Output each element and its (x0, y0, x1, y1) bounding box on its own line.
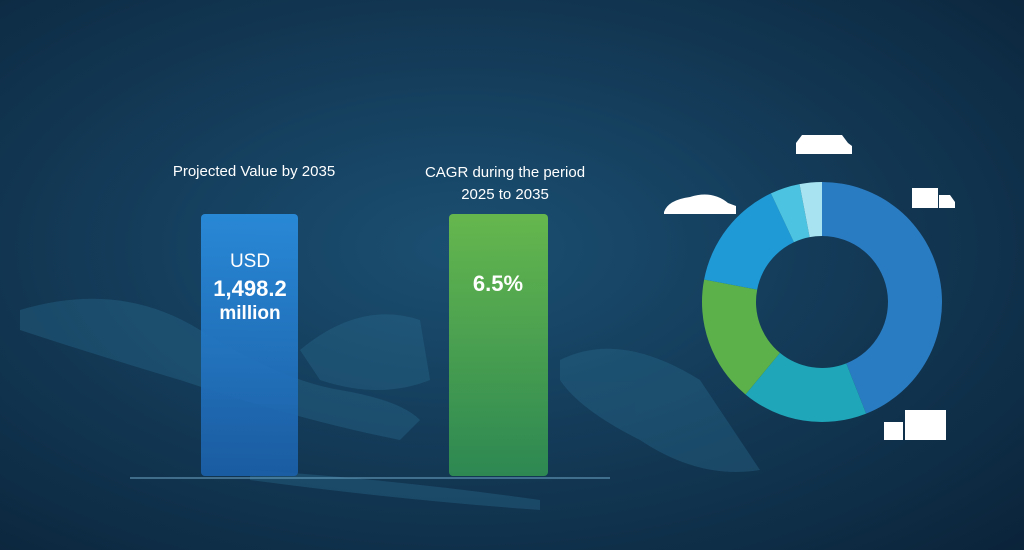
truck-icon (912, 188, 955, 208)
donut-segment (770, 184, 810, 243)
panel-heading: CAGR during the period (425, 164, 585, 181)
panel-value: 6.5% (473, 271, 523, 296)
car-icon (664, 194, 736, 214)
value-panel (449, 214, 548, 476)
panel-text: USD (230, 251, 270, 272)
panel-heading: 2025 to 2035 (461, 186, 549, 203)
value-panel (201, 214, 298, 476)
panel-value: 1,498.2 (213, 276, 286, 301)
truck-icon (884, 410, 946, 440)
donut-chart (702, 182, 942, 422)
suv-icon (796, 135, 852, 154)
donut-segment (704, 193, 794, 290)
donut-segment (822, 182, 942, 414)
panel-heading: Projected Value by 2035 (173, 163, 335, 180)
vehicle-icons (664, 135, 955, 440)
donut-segment (799, 182, 822, 238)
donut-segment (745, 352, 867, 422)
panel-text: million (219, 303, 280, 324)
donut-segment (702, 279, 780, 395)
